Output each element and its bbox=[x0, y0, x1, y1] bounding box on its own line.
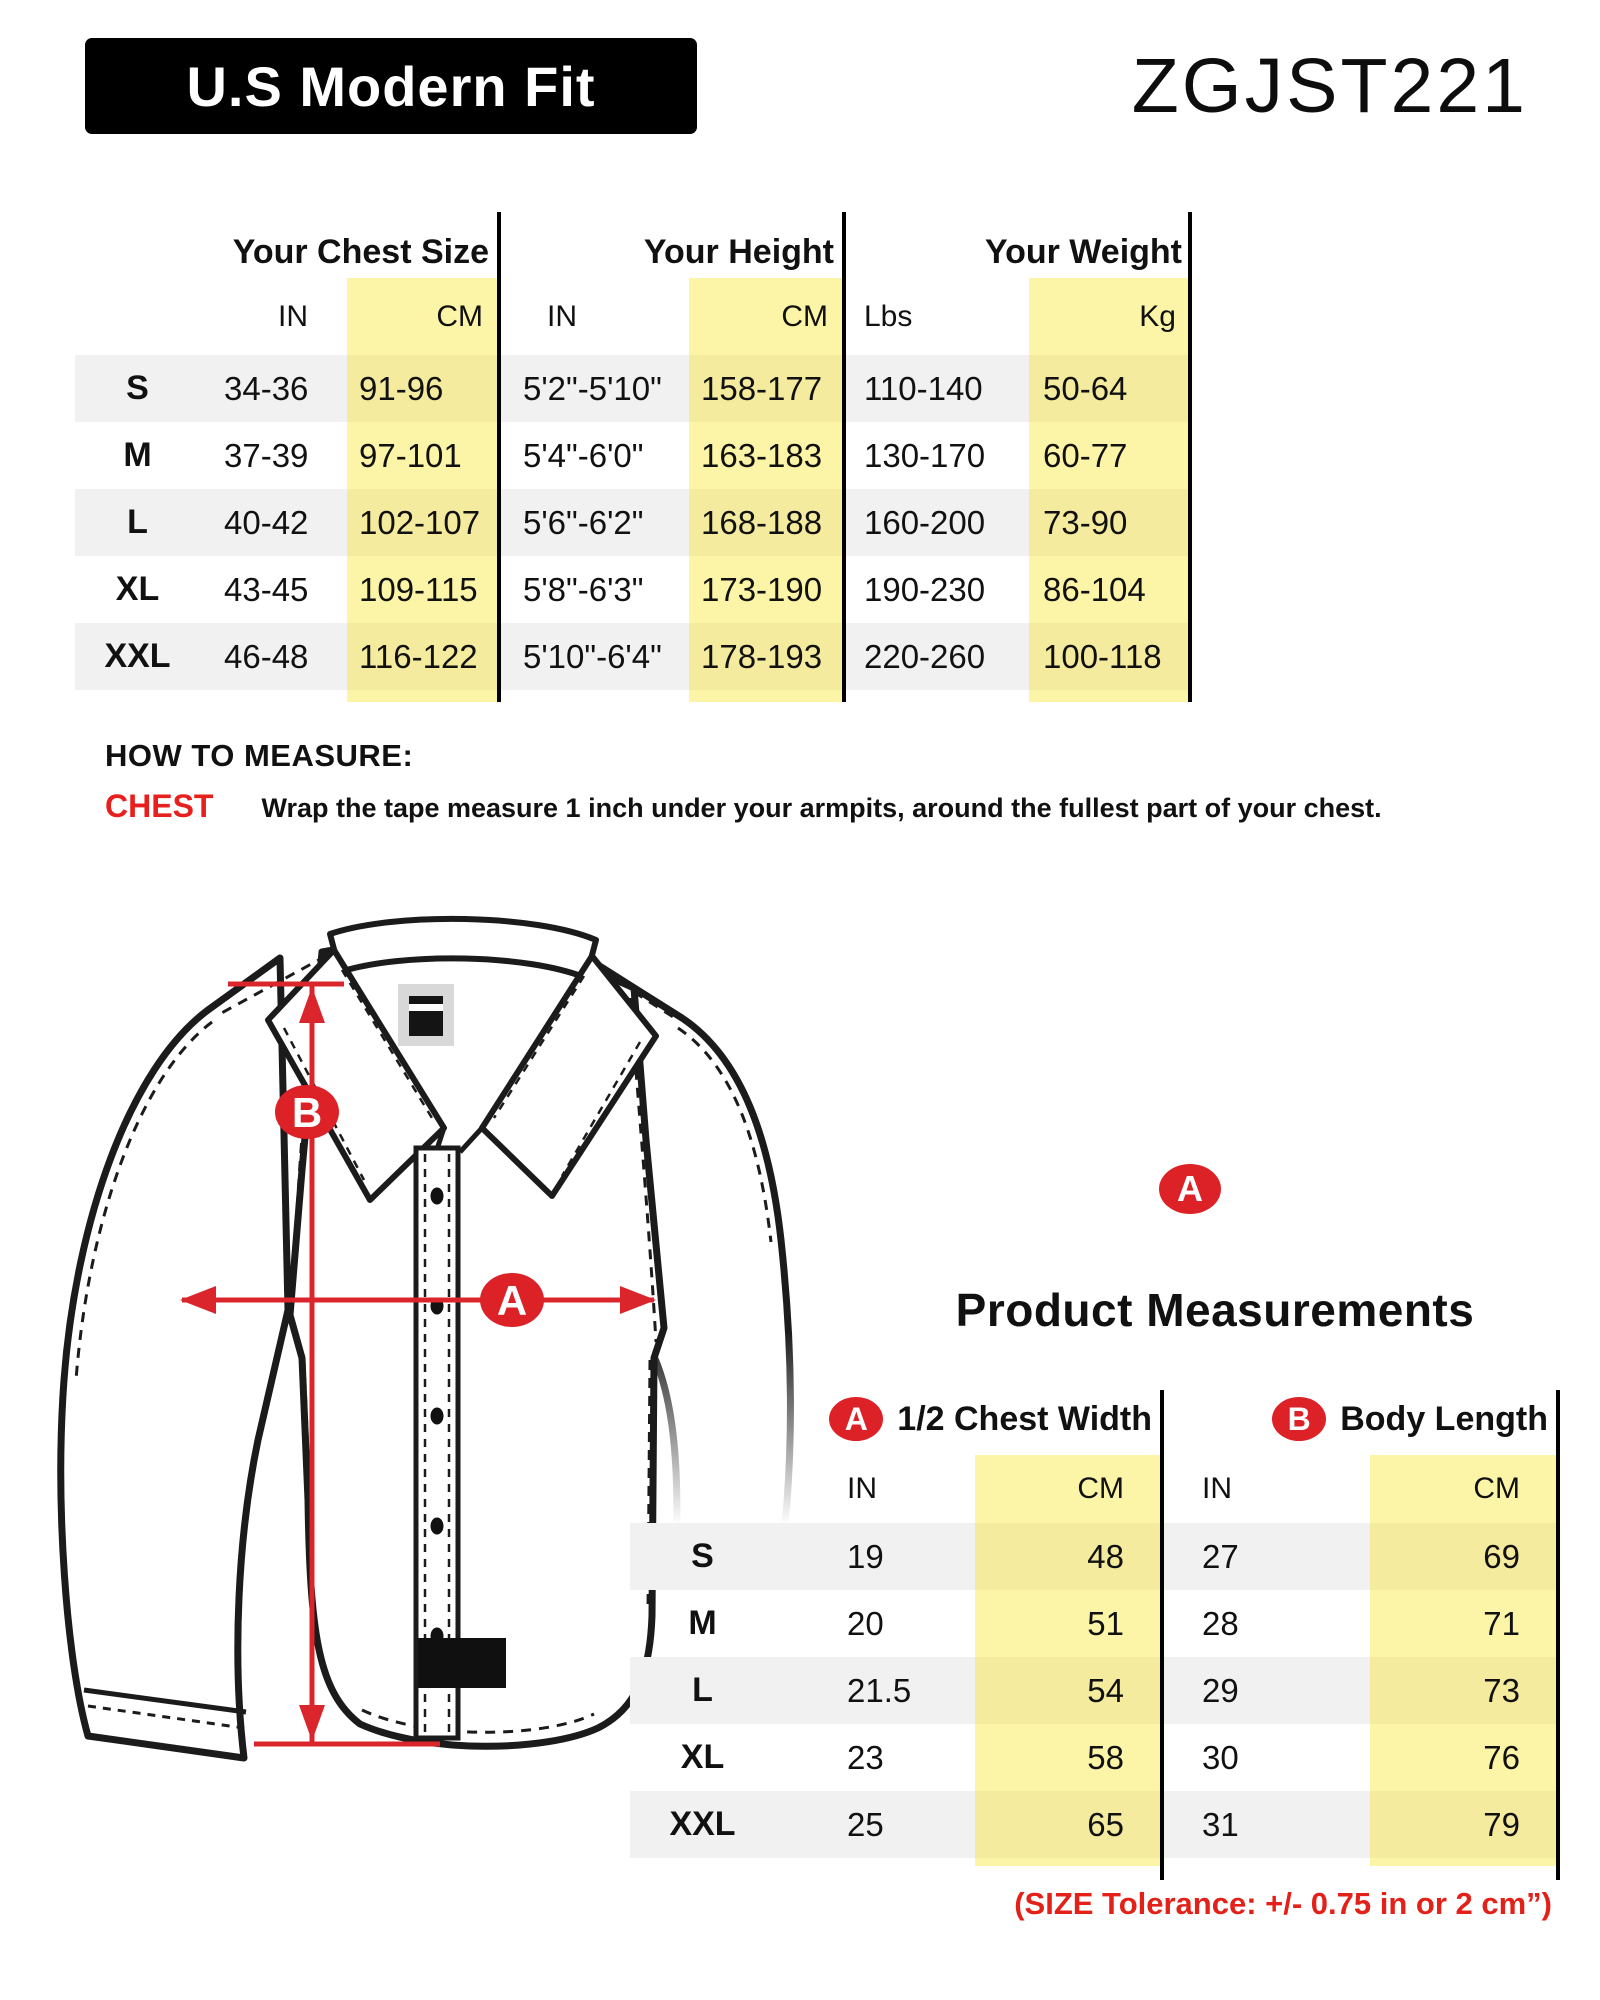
shirt-illustration: B A bbox=[57, 915, 830, 1762]
svg-text:A: A bbox=[497, 1277, 527, 1324]
unit-height-in: IN bbox=[547, 299, 577, 333]
pm-col-chest-width: A 1/2 Chest Width bbox=[630, 1397, 1162, 1441]
group-height: Your Height bbox=[643, 233, 834, 271]
unit-height-cm: CM bbox=[689, 278, 844, 355]
marker-a-header-badge: A bbox=[829, 1397, 884, 1441]
size-tolerance-note: (SIZE Tolerance: +/- 0.75 in or 2 cm”) bbox=[1014, 1886, 1552, 1921]
marker-b-badge: B bbox=[275, 1085, 339, 1139]
group-weight: Your Weight bbox=[984, 233, 1182, 271]
body-size-table: Your Chest Size Your Height Your Weight … bbox=[75, 200, 1192, 702]
table-divider bbox=[1556, 1390, 1560, 1880]
pm-row-xxl: XXL 25 65 31 79 bbox=[630, 1791, 1558, 1858]
fit-style-badge: U.S Modern Fit bbox=[85, 38, 697, 134]
table-divider bbox=[1188, 212, 1192, 702]
unit-chest-cm: CM bbox=[347, 278, 499, 355]
collar-brand-label bbox=[398, 984, 454, 1046]
pm-row-m: M 20 51 28 71 bbox=[630, 1590, 1558, 1657]
table-divider bbox=[497, 212, 501, 702]
pm-unit-row: IN CM IN CM bbox=[630, 1455, 1558, 1523]
pm-unit-cm-1: CM bbox=[975, 1455, 1162, 1523]
unit-chest-in: IN bbox=[278, 299, 308, 333]
svg-text:B: B bbox=[292, 1089, 322, 1136]
size-row-xxl: XXL 46-48 116-122 5'10"-6'4" 178-193 220… bbox=[75, 623, 1192, 690]
table-filler-row bbox=[75, 690, 1192, 702]
pm-unit-cm-2: CM bbox=[1370, 1455, 1558, 1523]
measurement-line-a bbox=[180, 1286, 656, 1314]
pm-col-body-length: B Body Length bbox=[1162, 1397, 1558, 1441]
size-table-group-header: Your Chest Size Your Height Your Weight bbox=[75, 200, 1192, 278]
unit-weight-kg: Kg bbox=[1029, 278, 1192, 355]
marker-b-header-badge: B bbox=[1272, 1397, 1327, 1441]
table-filler-row bbox=[630, 1858, 1558, 1866]
hem-label bbox=[418, 1638, 506, 1688]
chest-instruction: Wrap the tape measure 1 inch under your … bbox=[261, 793, 1382, 823]
pm-row-xl: XL 23 58 30 76 bbox=[630, 1724, 1558, 1791]
size-row-xl: XL 43-45 109-115 5'8"-6'3" 173-190 190-2… bbox=[75, 556, 1192, 623]
fit-style-label: U.S Modern Fit bbox=[186, 54, 596, 118]
pm-row-l: L 21.5 54 29 73 bbox=[630, 1657, 1558, 1724]
pm-unit-in-1: IN bbox=[847, 1472, 877, 1505]
marker-a-float-badge: A bbox=[1159, 1164, 1221, 1214]
product-measurements-title: Product Measurements bbox=[955, 1284, 1475, 1336]
table-divider bbox=[842, 212, 846, 702]
group-chest-size: Your Chest Size bbox=[232, 233, 489, 271]
size-row-s: S 34-36 91-96 5'2"-5'10" 158-177 110-140… bbox=[75, 355, 1192, 422]
unit-weight-lbs: Lbs bbox=[864, 299, 913, 333]
how-to-measure-line: CHEST Wrap the tape measure 1 inch under … bbox=[105, 788, 1525, 825]
product-code: ZGJST221 bbox=[1131, 43, 1528, 129]
pm-row-s: S 19 48 27 69 bbox=[630, 1523, 1558, 1590]
product-measurements-table: A 1/2 Chest Width B Body Length IN CM IN… bbox=[630, 1383, 1558, 1866]
chest-label: CHEST bbox=[105, 788, 214, 824]
pm-group-header: A 1/2 Chest Width B Body Length bbox=[630, 1383, 1558, 1455]
table-divider bbox=[1160, 1390, 1164, 1880]
size-row-l: L 40-42 102-107 5'6"-6'2" 168-188 160-20… bbox=[75, 489, 1192, 556]
how-to-measure-title: HOW TO MEASURE: bbox=[105, 738, 414, 773]
size-row-m: M 37-39 97-101 5'4"-6'0" 163-183 130-170… bbox=[75, 422, 1192, 489]
shirt-left-sleeve bbox=[57, 954, 292, 1762]
pm-unit-in-2: IN bbox=[1202, 1472, 1232, 1505]
marker-a-badge: A bbox=[480, 1273, 544, 1327]
size-table-unit-row: IN CM IN CM Lbs Kg bbox=[75, 278, 1192, 355]
